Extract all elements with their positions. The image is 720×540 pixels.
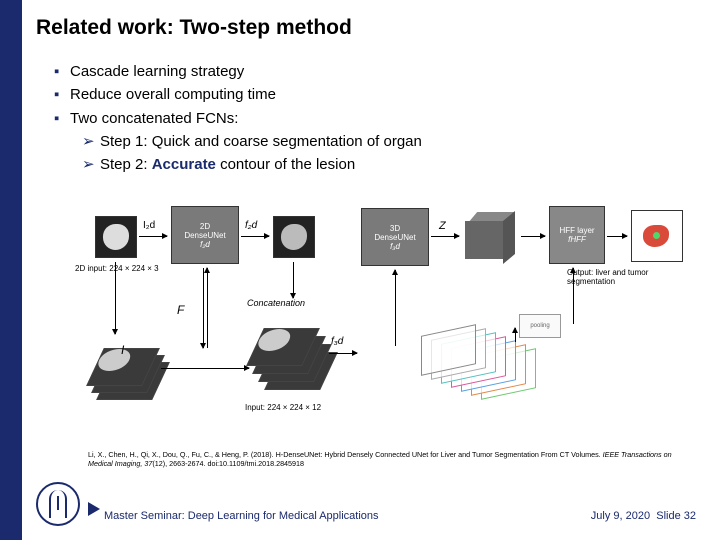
bullet-item: ▪Two concatenated FCNs: <box>54 107 422 130</box>
sub-bullet-tail: contour of the lesion <box>216 156 355 173</box>
box-label: DenseUNet <box>374 233 415 242</box>
ct-thumb-2d <box>95 216 137 258</box>
sym-f: F <box>177 303 184 317</box>
footer-right: July 9, 2020 Slide 32 <box>591 510 696 522</box>
box-hff: HFF layer fHFF <box>549 206 605 264</box>
arrow <box>521 236 545 237</box>
bullet-text: Two concatenated FCNs: <box>70 110 238 127</box>
box-label: 3D <box>390 224 400 233</box>
box-label: fHFF <box>568 235 586 244</box>
arrow <box>607 236 627 237</box>
citation: Li, X., Chen, H., Qi, X., Dou, Q., Fu, C… <box>88 450 696 468</box>
bullet-item: ▪Cascade learning strategy <box>54 60 422 83</box>
arrow <box>241 236 269 237</box>
sub-bullet-item: ➢Step 1: Quick and coarse segmentation o… <box>54 130 422 153</box>
left-stripe <box>0 0 22 540</box>
arrow <box>515 328 516 342</box>
arrow <box>207 268 208 348</box>
ct-thumb-f2d <box>273 216 315 258</box>
citation-end: (12), 2663-2674. doi:10.1109/tmi.2018.28… <box>152 459 304 468</box>
footer-left: Master Seminar: Deep Learning for Medica… <box>104 510 379 522</box>
box-label: f₂d <box>200 240 210 249</box>
footer-logo <box>36 482 80 526</box>
sym-z: Z <box>439 220 446 232</box>
box-label: 2D <box>200 222 210 231</box>
arrow <box>293 262 294 298</box>
sym-f3d: f₃d <box>331 336 343 347</box>
citation-text: Li, X., Chen, H., Qi, X., Dou, Q., Fu, C… <box>88 450 603 459</box>
arrow <box>115 262 116 334</box>
bullet-text: Reduce overall computing time <box>70 86 276 103</box>
bullet-item: ▪Reduce overall computing time <box>54 83 422 106</box>
feature-cube <box>465 212 517 264</box>
box-3d-denseunet: 3D DenseUNet f₃d <box>361 208 429 266</box>
slide-title: Related work: Two-step method <box>36 16 352 40</box>
sym-i: I <box>121 343 124 357</box>
box-label: HFF layer <box>559 226 594 235</box>
input-3d-label: Input: 224 × 224 × 12 <box>245 403 321 412</box>
footer-date: July 9, 2020 <box>591 510 650 522</box>
input-2d-label: 2D input: 224 × 224 × 3 <box>75 264 159 273</box>
sym-i2d: I₂d <box>143 220 155 231</box>
footer-triangle-icon <box>88 502 100 516</box>
bullet-list: ▪Cascade learning strategy ▪Reduce overa… <box>54 60 422 176</box>
sub-bullet-text: Step 1: Quick and coarse segmentation of… <box>100 133 422 150</box>
arrow <box>203 268 204 348</box>
hff-layers <box>411 328 491 383</box>
box-label: f₃d <box>390 242 400 251</box>
concat-label: Concatenation <box>247 298 305 308</box>
box-label: DenseUNet <box>184 231 225 240</box>
footer-logo-glyph <box>49 490 67 518</box>
pooling-label: pooling <box>530 323 549 329</box>
pooling-box: pooling <box>519 314 561 338</box>
footer-slide: Slide 32 <box>656 510 696 522</box>
sub-bullet-item: ➢Step 2: Accurate contour of the lesion <box>54 153 422 176</box>
arrow <box>161 368 249 369</box>
box-2d-denseunet: 2D DenseUNet f₂d <box>171 206 239 264</box>
arrow <box>395 270 396 346</box>
accent-word: Accurate <box>152 156 216 173</box>
sym-f2d: f₂d <box>245 220 257 231</box>
bullet-text: Cascade learning strategy <box>70 63 244 80</box>
output-label: Output: liver and tumor segmentation <box>567 268 687 286</box>
arrow <box>573 268 574 324</box>
arrow <box>329 353 357 354</box>
arrow <box>139 236 167 237</box>
output-seg-img <box>631 210 683 262</box>
arrow <box>431 236 459 237</box>
architecture-diagram: 2D input: 224 × 224 × 3 I₂d 2D DenseUNet… <box>95 198 665 428</box>
sub-bullet-text: Step 2: <box>100 156 152 173</box>
